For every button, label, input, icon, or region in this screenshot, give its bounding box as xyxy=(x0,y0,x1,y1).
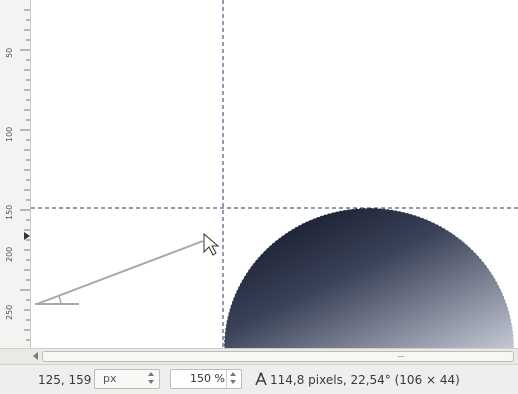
vertical-ruler-ticks: 50 100 150 200 250 xyxy=(5,9,30,341)
measure-tool-overlay xyxy=(35,240,204,305)
measurement-readout: 114,8 pixels, 22,54° (106 × 44) xyxy=(270,373,460,387)
ruler-pointer-marker xyxy=(24,232,30,240)
zoom-spin-icon[interactable] xyxy=(229,372,237,384)
horizontal-scrollbar[interactable] xyxy=(0,348,518,365)
status-bar: 125, 159 px 150 % 114,8 pixels, 22,54° (… xyxy=(0,364,518,394)
unit-spin-icon[interactable] xyxy=(147,372,155,384)
scroll-left-arrow-icon[interactable] xyxy=(33,352,38,360)
zoom-separator xyxy=(226,370,227,388)
gradient-half-disc xyxy=(224,208,514,348)
ruler-label: 250 xyxy=(5,305,14,320)
compass-measure-icon xyxy=(255,372,267,386)
vertical-ruler[interactable]: 50 100 150 200 250 xyxy=(0,0,31,348)
ruler-label: 100 xyxy=(5,127,14,142)
selection-outline xyxy=(223,207,515,348)
unit-selector[interactable]: px xyxy=(94,369,160,389)
pointer-coordinates: 125, 159 xyxy=(38,373,92,387)
canvas-drawing xyxy=(31,0,518,348)
ruler-label: 200 xyxy=(5,247,14,262)
image-canvas[interactable] xyxy=(31,0,518,348)
unit-selector-value: px xyxy=(103,372,117,385)
scrollbar-grip-icon xyxy=(398,356,404,360)
zoom-selector[interactable]: 150 % xyxy=(170,369,242,389)
zoom-value: 150 % xyxy=(190,372,225,385)
ruler-label: 50 xyxy=(5,48,14,58)
scrollbar-thumb[interactable] xyxy=(42,351,514,362)
ruler-label: 150 xyxy=(5,205,14,220)
mouse-pointer-icon xyxy=(203,232,220,256)
